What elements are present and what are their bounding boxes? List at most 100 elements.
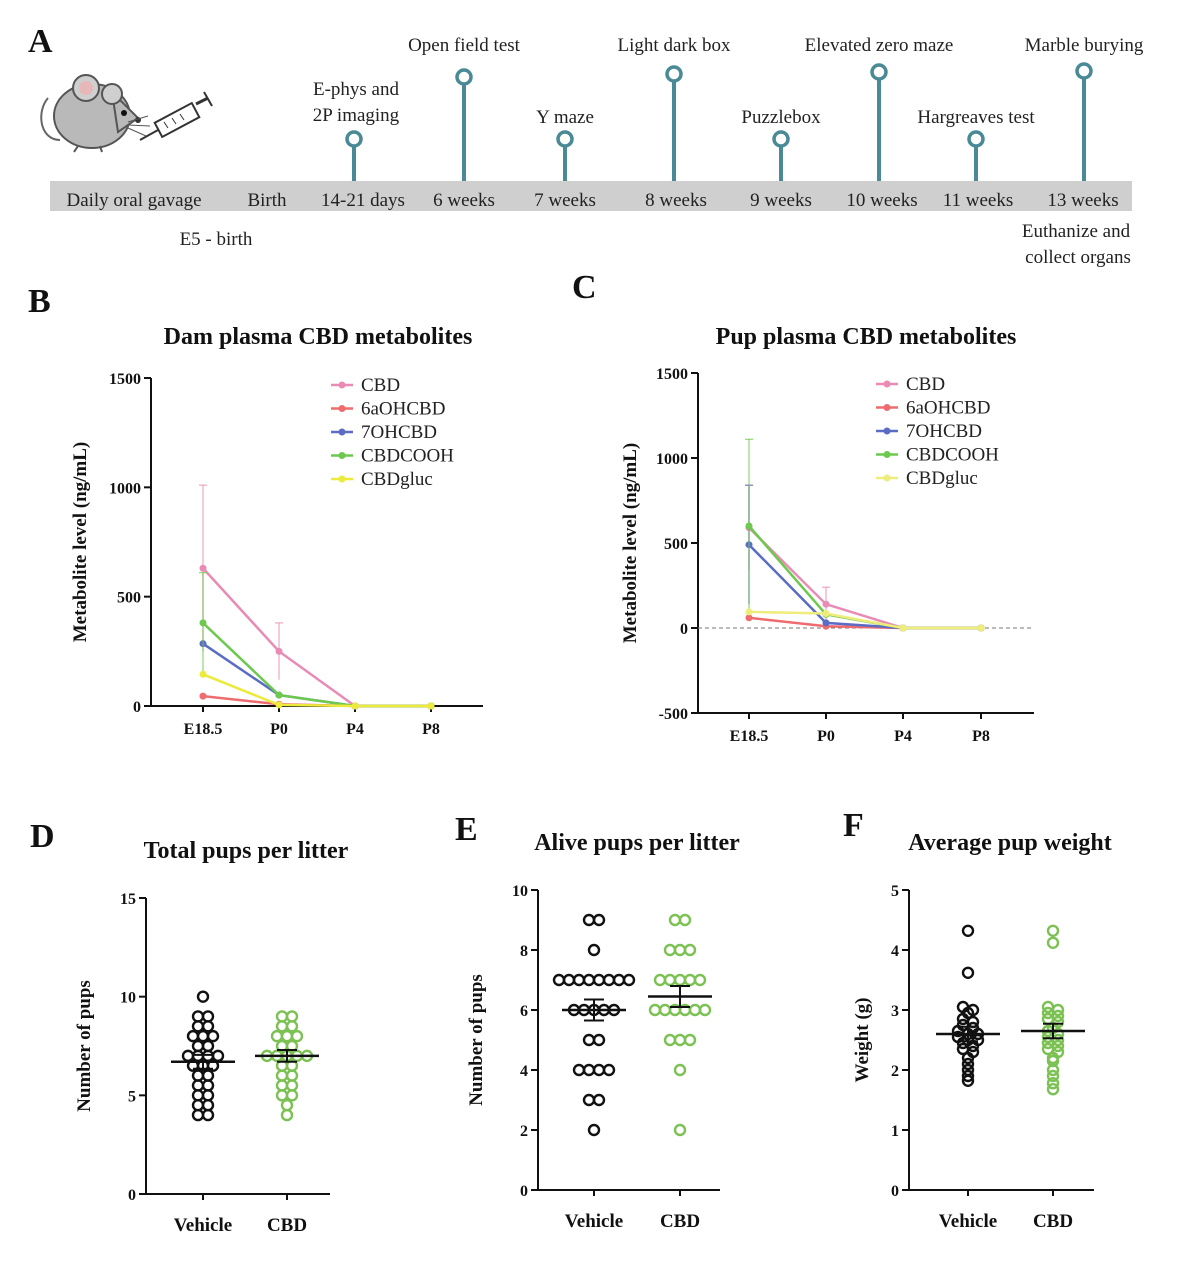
chart-title: Dam plasma CBD metabolites — [164, 324, 473, 350]
data-point — [275, 701, 283, 709]
y-tick-label: 1500 — [109, 371, 141, 388]
legend-label: 6aOHCBD — [906, 398, 990, 419]
data-point — [612, 973, 626, 987]
data-point — [201, 1089, 215, 1102]
data-point — [201, 1108, 215, 1122]
data-point — [199, 619, 207, 627]
data-point — [285, 1089, 299, 1102]
data-point — [191, 1069, 205, 1082]
x-tick-label: Vehicle — [939, 1211, 997, 1232]
chart-pup-plasma: Pup plasma CBD metabolites -500 0 500 1000 15… — [620, 324, 1034, 745]
data-point — [201, 1039, 215, 1053]
timeline-pin-head — [772, 130, 790, 148]
data-point — [201, 1069, 215, 1082]
data-point — [199, 564, 207, 572]
data-point — [285, 1039, 299, 1053]
y-axis-label: Number of pups — [466, 974, 487, 1106]
data-point — [285, 1010, 299, 1023]
timeline-pin-head — [455, 68, 473, 86]
y-tick-label: 15 — [120, 891, 136, 908]
data-point — [745, 614, 753, 622]
y-tick-label: 1000 — [109, 480, 141, 497]
y-tick-label: 8 — [520, 943, 528, 960]
y-tick-label: 1500 — [656, 366, 688, 383]
x-tick-label: E18.5 — [184, 721, 223, 738]
data-point — [688, 1003, 702, 1017]
timeline-bar — [50, 181, 1132, 211]
panel-label-c: C — [572, 269, 597, 306]
data-point — [275, 1020, 289, 1033]
data-point — [427, 702, 435, 710]
legend-marker — [883, 380, 891, 388]
y-tick-label: 500 — [117, 590, 141, 607]
data-point — [351, 702, 359, 710]
panel-label-d: D — [30, 818, 55, 855]
data-point — [270, 1029, 284, 1043]
timeline-pin-head — [345, 130, 363, 148]
data-point — [191, 1108, 205, 1122]
data-point — [663, 943, 677, 957]
data-point — [285, 1079, 299, 1092]
data-point — [582, 1063, 596, 1077]
data-point — [275, 1079, 289, 1092]
data-point — [1046, 936, 1060, 949]
y-tick-label: 0 — [680, 621, 688, 638]
data-point — [275, 1069, 289, 1082]
timeline-event-label: Marble burying — [1025, 35, 1144, 56]
x-tick-label: CBD — [660, 1211, 700, 1232]
data-point — [275, 1089, 289, 1102]
y-tick-label: 500 — [664, 536, 688, 553]
data-point — [961, 924, 975, 937]
legend-marker — [883, 474, 891, 482]
data-point — [658, 1003, 672, 1017]
data-point — [211, 1049, 225, 1063]
data-point — [181, 1049, 195, 1063]
data-point — [683, 1033, 697, 1047]
timeline-stage: Daily oral gavage — [66, 190, 201, 211]
chart-title: Alive pups per litter — [534, 830, 740, 856]
data-point — [285, 1069, 299, 1082]
data-point — [977, 624, 985, 632]
data-point — [280, 1108, 294, 1122]
data-point — [602, 973, 616, 987]
y-tick-label: 2 — [891, 1063, 899, 1080]
legend-label: CBDCOOH — [906, 445, 999, 466]
timeline-event-label: Open field test — [408, 35, 521, 56]
series-line — [748, 610, 981, 630]
data-point — [961, 1069, 975, 1083]
data-point — [663, 1033, 677, 1047]
chart-pup-weight: Average pup weight 0 1 2 3 4 5 Weight (g) Vehicl… — [852, 830, 1112, 1232]
timeline-pin-head — [1075, 62, 1093, 80]
data-point — [582, 973, 596, 987]
x-tick-label: Vehicle — [565, 1211, 623, 1232]
data-point — [961, 1051, 975, 1065]
data-point — [745, 608, 753, 616]
data-point — [191, 1039, 205, 1053]
data-point — [653, 973, 667, 987]
timeline-event-label: Puzzlebox — [741, 107, 821, 128]
chart-total-pups: Total pups per litter 0 5 10 15 Number of pup… — [74, 838, 349, 1236]
timeline-event-label: Elevated zero maze — [805, 35, 954, 56]
timeline-pin-head — [665, 65, 683, 83]
data-point — [196, 1029, 210, 1043]
data-point — [587, 1123, 601, 1137]
legend-marker — [338, 405, 346, 412]
data-point — [285, 1020, 299, 1033]
panel-label-f: F — [843, 807, 864, 844]
timeline-end-note: Euthanize and — [1022, 221, 1131, 242]
data-point — [745, 522, 753, 530]
legend-label: CBDCOOH — [361, 446, 454, 467]
timeline-pin-head — [870, 63, 888, 81]
panel-label-b: B — [28, 283, 51, 320]
data-point — [191, 1079, 205, 1092]
chart-title: Total pups per litter — [144, 838, 349, 864]
data-point — [572, 1063, 586, 1077]
legend-marker — [883, 404, 891, 411]
y-tick-label: 10 — [512, 883, 528, 900]
legend-marker — [883, 427, 891, 435]
data-point — [961, 1057, 975, 1071]
timeline-stage: 8 weeks — [645, 190, 707, 211]
x-tick-label: P8 — [972, 728, 990, 745]
legend-marker — [338, 381, 346, 389]
timeline-pin-head — [556, 130, 574, 148]
